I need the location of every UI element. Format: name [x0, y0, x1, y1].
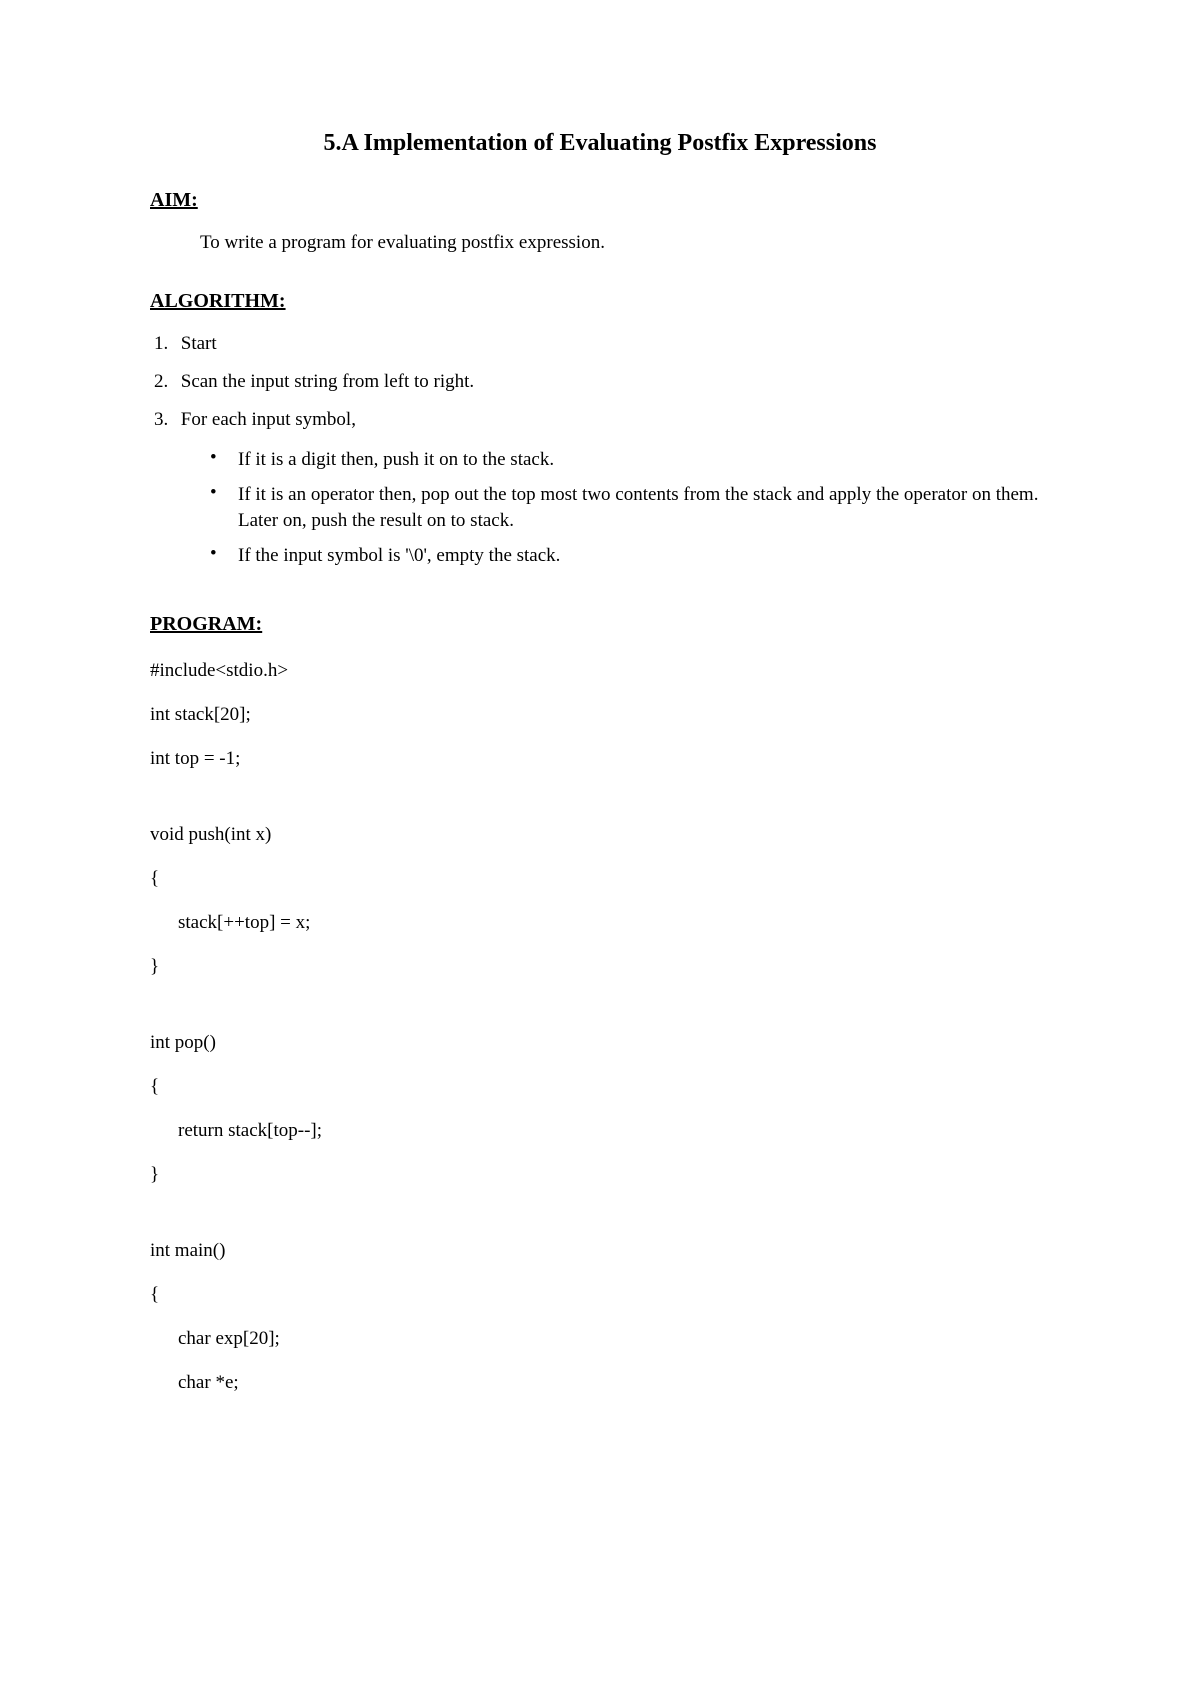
code-blank-line: [150, 1208, 1050, 1240]
bullet-icon: •: [210, 482, 238, 535]
bullet-text: If the input symbol is '\0', empty the s…: [238, 543, 1050, 570]
code-line: int top = -1;: [150, 748, 1050, 770]
step-number: 1.: [154, 333, 176, 355]
program-code: #include<stdio.h> int stack[20]; int top…: [150, 660, 1050, 1394]
code-line: char *e;: [150, 1372, 1050, 1394]
bullet-text: If it is a digit then, push it on to the…: [238, 447, 1050, 474]
code-line: {: [150, 868, 1050, 890]
step-number: 3.: [154, 409, 176, 431]
code-line: {: [150, 1284, 1050, 1306]
step-text: Scan the input string from left to right…: [181, 371, 474, 392]
code-line: int pop(): [150, 1032, 1050, 1054]
code-line: }: [150, 956, 1050, 978]
algorithm-heading: ALGORITHM:: [150, 290, 1050, 313]
bullet-item: • If it is a digit then, push it on to t…: [210, 447, 1050, 474]
code-line: }: [150, 1164, 1050, 1186]
bullet-item: • If it is an operator then, pop out the…: [210, 482, 1050, 535]
step-text: For each input symbol,: [181, 409, 356, 430]
aim-heading: AIM:: [150, 189, 1050, 212]
code-line: void push(int x): [150, 824, 1050, 846]
step-number: 2.: [154, 371, 176, 393]
code-blank-line: [150, 792, 1050, 824]
document-title: 5.A Implementation of Evaluating Postfix…: [150, 130, 1050, 157]
code-line: return stack[top--];: [150, 1120, 1050, 1142]
code-line: #include<stdio.h>: [150, 660, 1050, 682]
algorithm-step: 1. Start: [150, 333, 1050, 355]
bullet-item: • If the input symbol is '\0', empty the…: [210, 543, 1050, 570]
aim-text: To write a program for evaluating postfi…: [200, 232, 1050, 254]
code-line: char exp[20];: [150, 1328, 1050, 1350]
code-line: stack[++top] = x;: [150, 912, 1050, 934]
step-text: Start: [181, 333, 217, 354]
algorithm-bullets: • If it is a digit then, push it on to t…: [150, 447, 1050, 569]
code-blank-line: [150, 1000, 1050, 1032]
code-line: int stack[20];: [150, 704, 1050, 726]
algorithm-step: 2. Scan the input string from left to ri…: [150, 371, 1050, 393]
code-line: int main(): [150, 1240, 1050, 1262]
algorithm-step: 3. For each input symbol,: [150, 409, 1050, 431]
bullet-text: If it is an operator then, pop out the t…: [238, 482, 1050, 535]
code-line: {: [150, 1076, 1050, 1098]
bullet-icon: •: [210, 543, 238, 570]
program-heading: PROGRAM:: [150, 613, 1050, 636]
bullet-icon: •: [210, 447, 238, 474]
